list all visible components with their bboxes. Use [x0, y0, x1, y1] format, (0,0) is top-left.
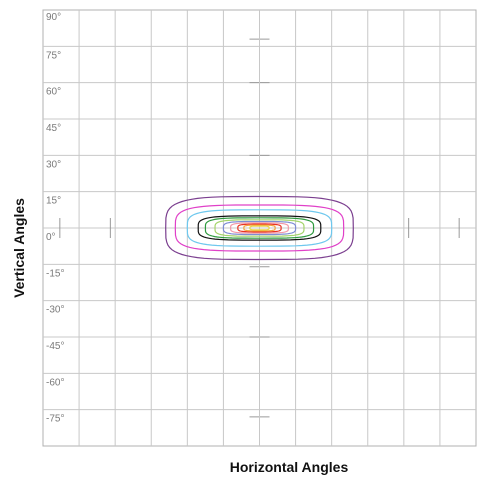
y-tick-label: 45° [46, 123, 61, 134]
contour-line [165, 195, 354, 261]
y-tick-labels: 90° 75° 60° 45° 30° 15° 0° -15° -30° -45° -60° -75° [46, 12, 64, 425]
y-tick-label: 60° [46, 87, 61, 98]
y-tick-label: 30° [46, 159, 61, 170]
contour-line [186, 209, 333, 247]
y-tick-label: -15° [46, 268, 64, 279]
y-tick-label: 90° [46, 12, 61, 23]
contour-line [197, 215, 322, 241]
contour-line [222, 220, 297, 236]
y-axis-title: Vertical Angles [11, 198, 27, 298]
y-tick-label: -30° [46, 305, 64, 316]
y-tick-label: -60° [46, 377, 64, 388]
x-axis-title: Horizontal Angles [230, 459, 349, 475]
contour-line [174, 204, 345, 252]
y-tick-label: -75° [46, 414, 64, 425]
contour-line [249, 225, 270, 231]
contour-line [204, 217, 315, 239]
y-tick-label: -45° [46, 341, 64, 352]
y-tick-label: 0° [46, 232, 56, 243]
contour-line [243, 224, 276, 232]
y-tick-label: 15° [46, 196, 61, 207]
contour-line [237, 223, 282, 233]
contour-line [229, 222, 290, 234]
contour-lines [165, 195, 354, 261]
y-tick-label: 75° [46, 50, 61, 61]
grid [42, 9, 477, 447]
contour-line [214, 219, 305, 237]
